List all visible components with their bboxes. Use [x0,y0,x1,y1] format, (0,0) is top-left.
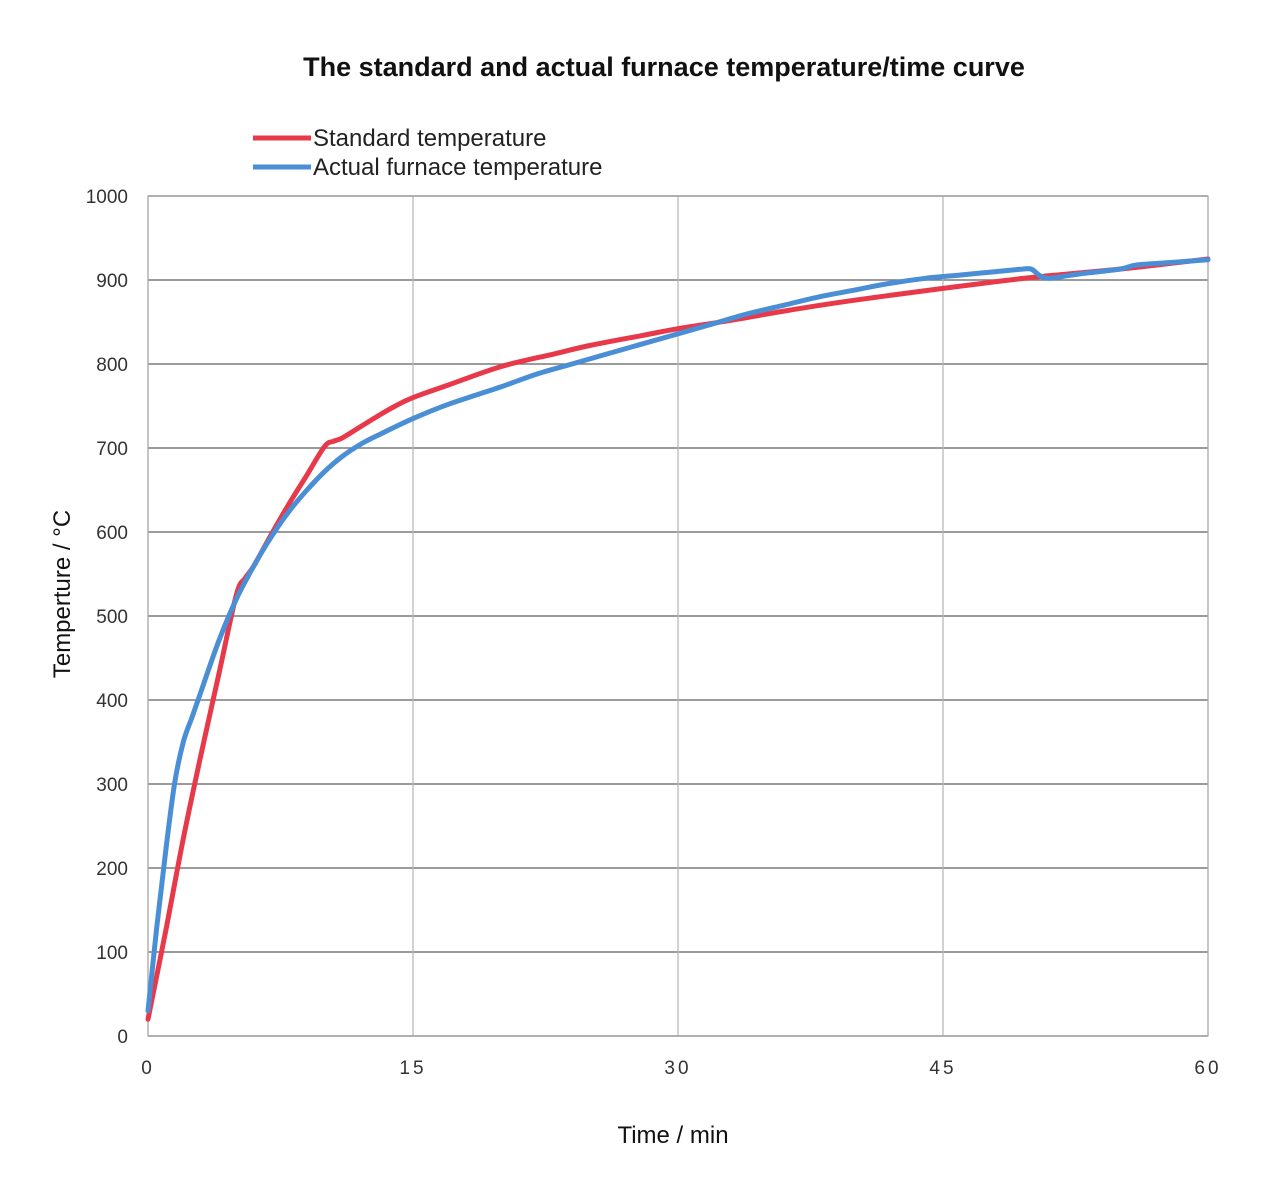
legend-label-standard: Standard temperature [313,125,546,152]
y-tick-label-900: 900 [96,271,128,292]
y-axis-ticks: 0 100 200 300 400 500 600 700 800 900 1000 [86,187,128,1048]
plot-grid [147,195,1209,1037]
y-tick-label-800: 800 [96,355,128,376]
y-tick-label-700: 700 [96,439,128,460]
y-tick-label-300: 300 [96,775,128,796]
plot-frame [147,195,1209,1037]
x-tick-label-60: 60 [1194,1058,1221,1079]
y-tick-label-100: 100 [96,943,128,964]
legend-label-actual: Actual furnace temperature [313,154,603,181]
legend: Standard temperature Actual furnace temp… [253,125,603,181]
series-lines [145,256,1211,1022]
x-tick-label-15: 15 [399,1058,426,1079]
y-tick-label-200: 200 [96,859,128,880]
x-axis-ticks: 0 15 30 45 60 [141,1058,1221,1079]
x-tick-label-45: 45 [929,1058,956,1079]
y-tick-label-500: 500 [96,607,128,628]
y-tick-label-1000: 1000 [86,187,128,208]
x-tick-label-0: 0 [141,1058,155,1079]
y-tick-label-600: 600 [96,523,128,544]
chart-title: The standard and actual furnace temperat… [303,52,1025,82]
series-line-actual [145,257,1211,1014]
y-tick-label-400: 400 [96,691,128,712]
x-axis-label: Time / min [617,1122,728,1149]
x-tick-label-30: 30 [664,1058,691,1079]
y-axis-label: Temperture / °C [49,510,76,678]
y-tick-label-0: 0 [117,1027,128,1048]
